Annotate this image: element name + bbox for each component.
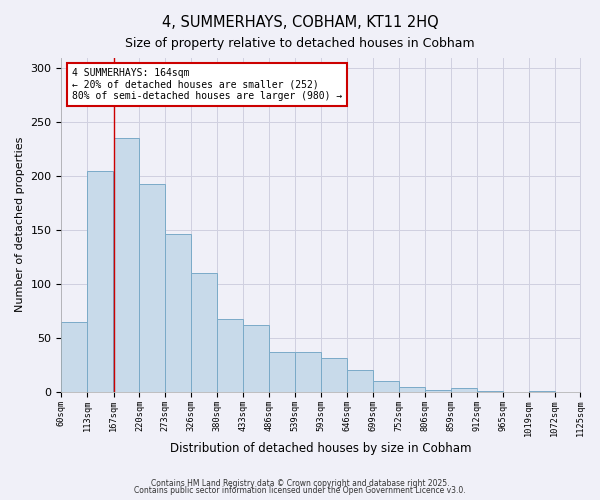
Bar xyxy=(529,391,554,392)
Bar xyxy=(398,386,425,392)
Text: Size of property relative to detached houses in Cobham: Size of property relative to detached ho… xyxy=(125,38,475,51)
Bar xyxy=(165,234,191,392)
Text: 4 SUMMERHAYS: 164sqm
← 20% of detached houses are smaller (252)
80% of semi-deta: 4 SUMMERHAYS: 164sqm ← 20% of detached h… xyxy=(72,68,342,100)
Text: Contains HM Land Registry data © Crown copyright and database right 2025.: Contains HM Land Registry data © Crown c… xyxy=(151,478,449,488)
Bar xyxy=(113,138,139,392)
Bar xyxy=(191,274,217,392)
Bar xyxy=(295,352,321,392)
Bar xyxy=(347,370,373,392)
Bar xyxy=(476,391,503,392)
Bar xyxy=(321,358,347,392)
Bar xyxy=(243,325,269,392)
Text: 4, SUMMERHAYS, COBHAM, KT11 2HQ: 4, SUMMERHAYS, COBHAM, KT11 2HQ xyxy=(161,15,439,30)
Bar xyxy=(217,318,243,392)
Y-axis label: Number of detached properties: Number of detached properties xyxy=(15,137,25,312)
Bar xyxy=(87,171,113,392)
Bar xyxy=(373,382,398,392)
Bar xyxy=(269,352,295,392)
Bar xyxy=(451,388,476,392)
X-axis label: Distribution of detached houses by size in Cobham: Distribution of detached houses by size … xyxy=(170,442,472,455)
Bar xyxy=(139,184,165,392)
Bar xyxy=(425,390,451,392)
Bar xyxy=(61,322,87,392)
Text: Contains public sector information licensed under the Open Government Licence v3: Contains public sector information licen… xyxy=(134,486,466,495)
